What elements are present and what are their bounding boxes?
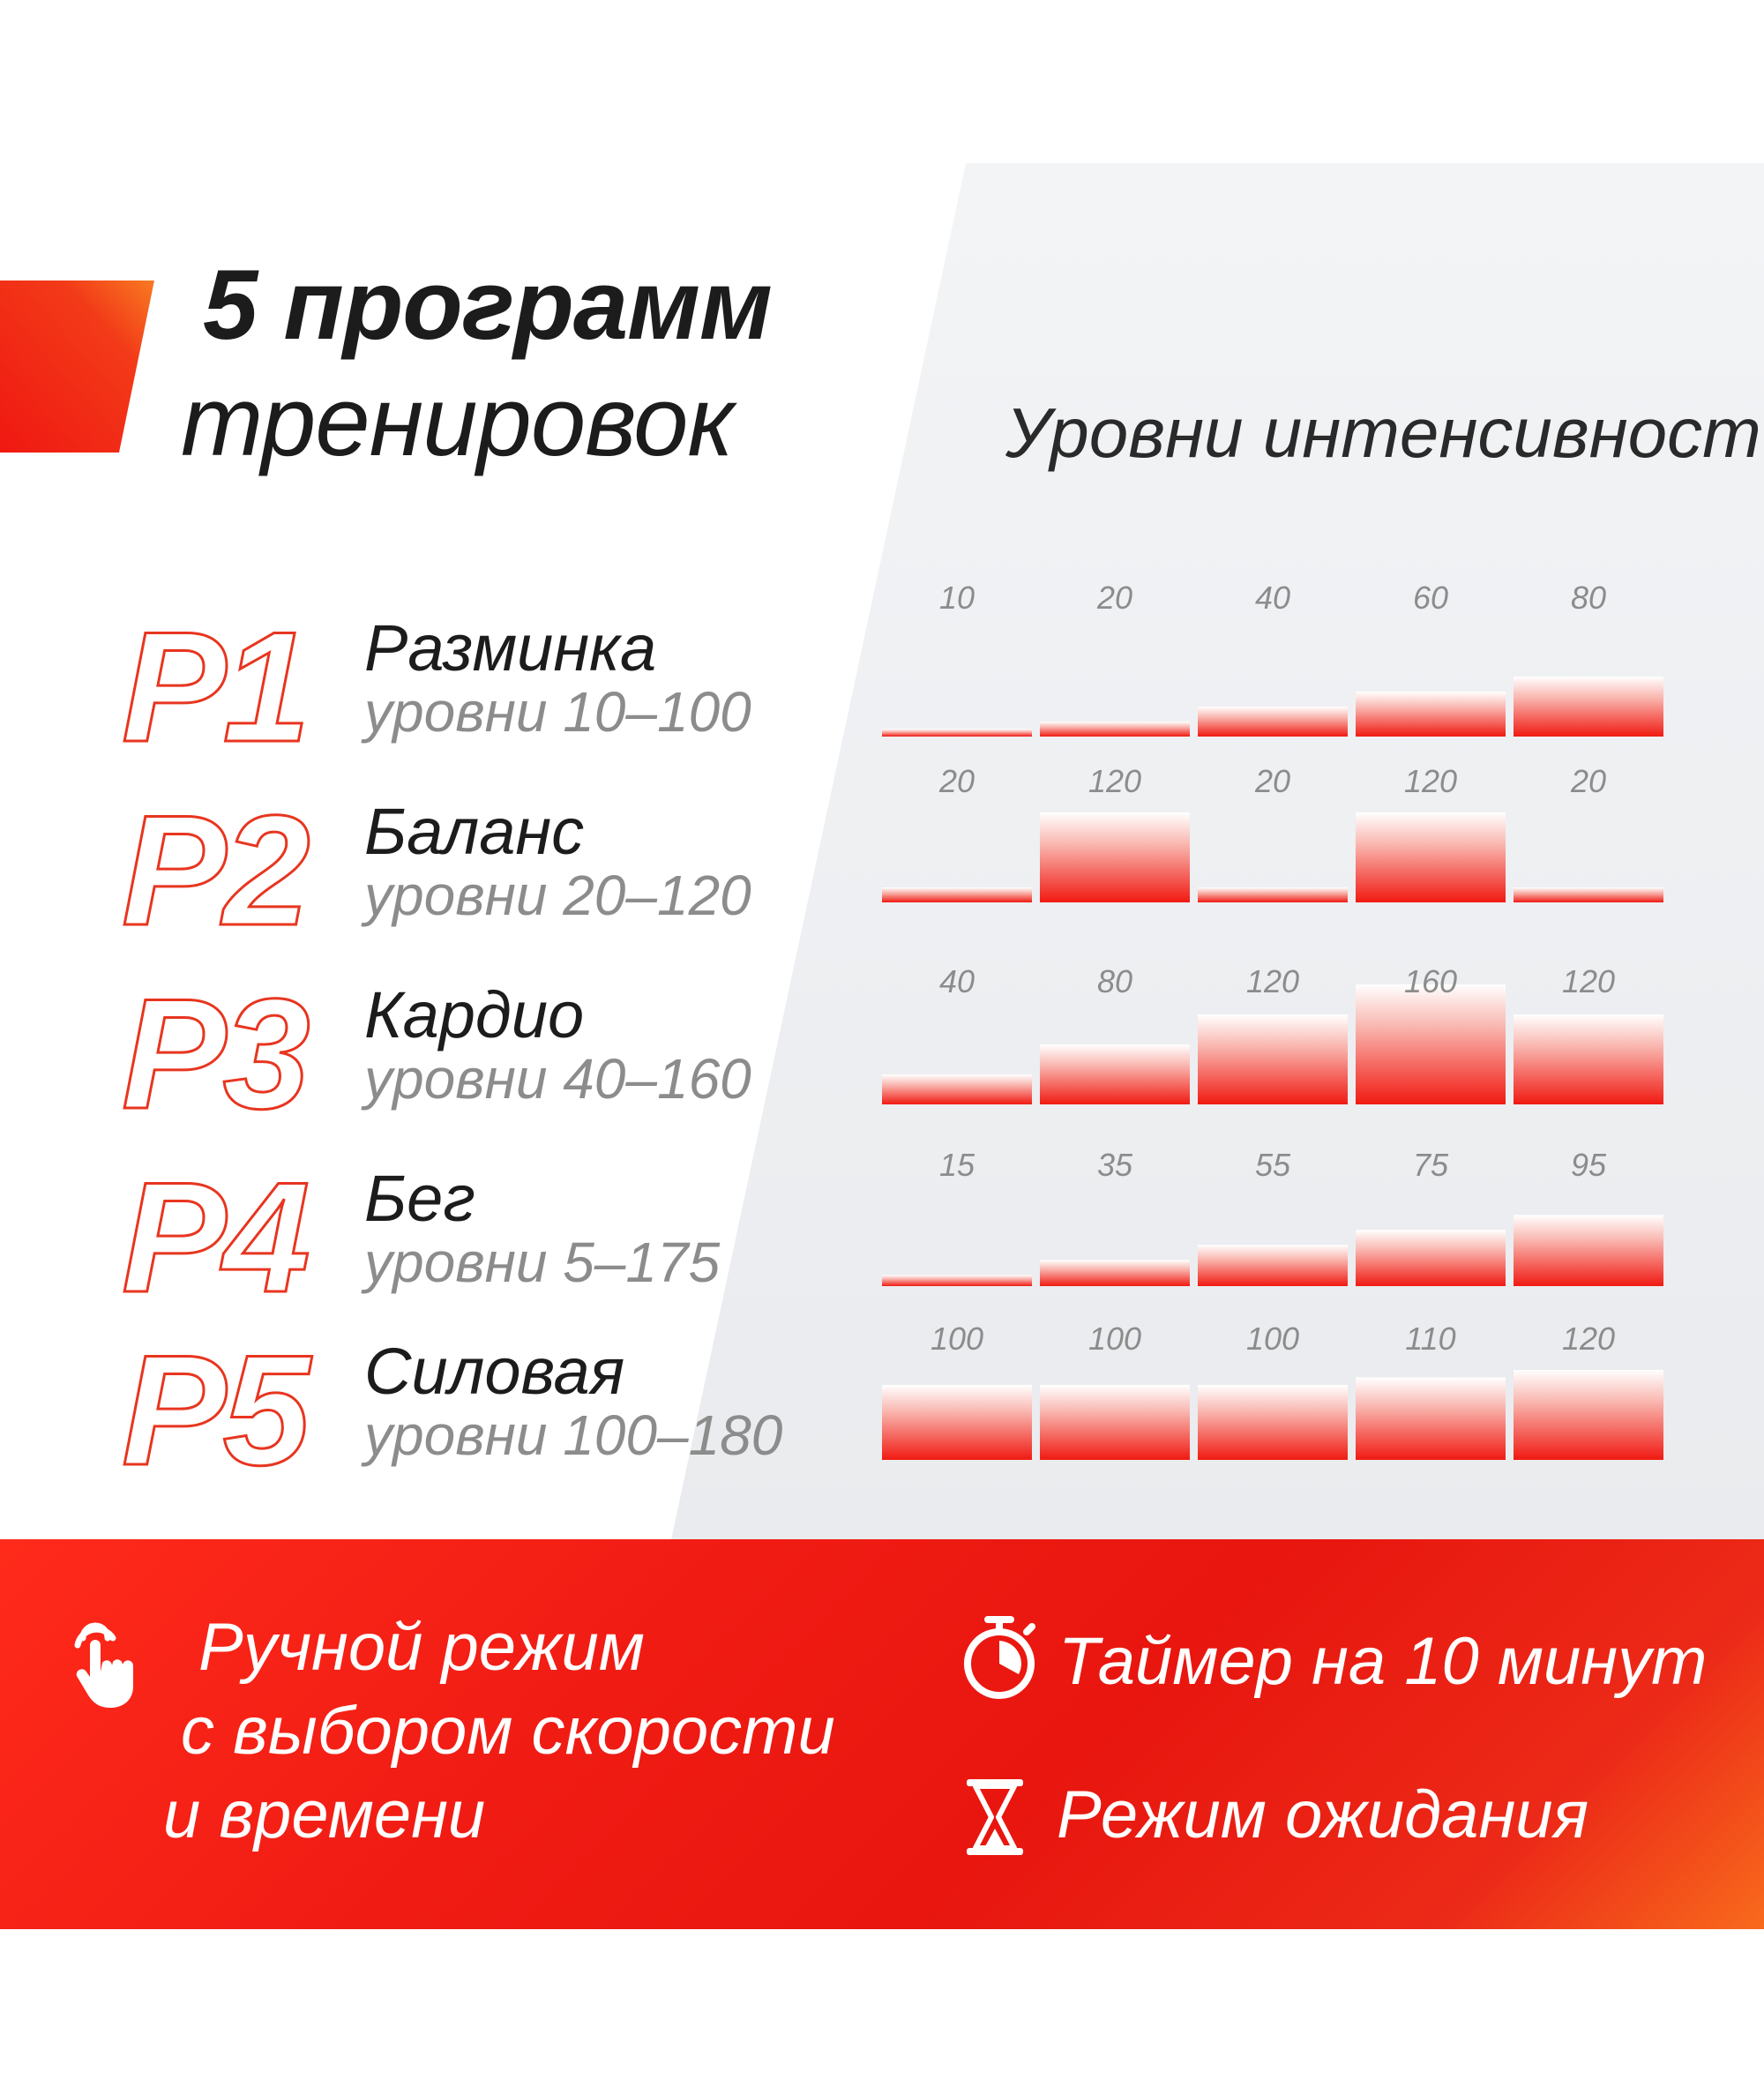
bar-label-p1-5: 80 <box>1571 580 1606 616</box>
bar-label-p3-4: 160 <box>1404 963 1457 999</box>
bar-label-p3-2: 80 <box>1097 963 1132 999</box>
program-levels: уровни 20–120 <box>364 864 751 927</box>
bar-label-p1-4: 60 <box>1413 580 1448 616</box>
program-p4: P4 Бег уровни 5–175 <box>121 1157 845 1317</box>
bar-label-p5-4: 110 <box>1405 1321 1455 1357</box>
bar-label-p4-3: 55 <box>1255 1147 1291 1183</box>
timer-feature: Таймер на 10 минут <box>1058 1624 1708 1699</box>
bar-label-p2-3: 20 <box>1254 763 1290 799</box>
program-levels: уровни 100–180 <box>364 1403 783 1467</box>
bar-label-p3-3: 120 <box>1246 963 1299 999</box>
bar-p4-2 <box>1040 1260 1190 1286</box>
bar-p1-1 <box>882 729 1032 737</box>
hand-pointer-icon <box>74 1622 133 1708</box>
standby-feature: Режим ожидания <box>1057 1777 1589 1852</box>
program-code: P2 <box>121 782 312 958</box>
bar-p5-1 <box>882 1385 1032 1460</box>
bar-p1-3 <box>1198 707 1348 737</box>
bar-label-p2-5: 20 <box>1570 763 1606 799</box>
bar-p5-3 <box>1198 1385 1348 1460</box>
bar-p3-1 <box>882 1074 1032 1104</box>
bar-label-p2-2: 120 <box>1088 763 1141 799</box>
bar-p1-2 <box>1040 722 1190 737</box>
bar-label-p1-3: 40 <box>1255 580 1290 616</box>
manual-mode-line-1: Ручной режим <box>198 1610 645 1685</box>
program-levels: уровни 10–100 <box>364 680 751 744</box>
bar-label-p1-1: 10 <box>939 580 975 616</box>
bar-p3-2 <box>1040 1044 1190 1104</box>
bar-p2-5 <box>1514 887 1663 902</box>
bar-p3-4 <box>1356 984 1506 1104</box>
bar-p1-5 <box>1514 677 1663 737</box>
manual-mode-line-2: с выбором скорости <box>181 1694 835 1769</box>
bar-label-p2-4: 120 <box>1404 763 1457 799</box>
bar-label-p5-5: 120 <box>1562 1321 1615 1357</box>
title-line-2: тренировок <box>181 366 734 477</box>
hourglass-icon <box>967 1779 1023 1855</box>
manual-mode-line-3: и времени <box>163 1777 486 1852</box>
bar-p1-4 <box>1356 692 1506 737</box>
program-name: Баланс <box>364 795 585 868</box>
title-line-1: 5 программ <box>203 250 773 360</box>
program-code: P1 <box>121 599 312 774</box>
chart-title: Уровни интенсивности <box>1005 393 1764 472</box>
bar-p3-3 <box>1198 1014 1348 1104</box>
page-title: 5 программ тренировок <box>181 247 773 480</box>
program-name: Кардио <box>364 978 585 1051</box>
program-levels: уровни 40–160 <box>364 1047 751 1111</box>
bar-p2-3 <box>1198 887 1348 902</box>
bar-label-p5-2: 100 <box>1088 1321 1141 1357</box>
program-code: P3 <box>121 966 312 1141</box>
bar-label-p4-4: 75 <box>1413 1147 1449 1183</box>
bar-label-p5-1: 100 <box>931 1321 983 1357</box>
program-p1: P1 Разминка уровни 10–100 <box>121 607 845 767</box>
bar-label-p4-1: 15 <box>939 1147 975 1183</box>
bar-p4-4 <box>1356 1230 1506 1286</box>
bar-p3-5 <box>1514 1014 1663 1104</box>
bar-label-p3-1: 40 <box>939 963 975 999</box>
bar-label-p4-2: 35 <box>1097 1147 1133 1183</box>
program-code: P4 <box>121 1149 312 1325</box>
bar-label-p2-1: 20 <box>938 763 975 799</box>
bar-p4-1 <box>882 1275 1032 1286</box>
program-name: Бег <box>364 1162 475 1235</box>
bar-label-p4-5: 95 <box>1571 1147 1607 1183</box>
program-code: P5 <box>121 1322 312 1498</box>
program-name: Разминка <box>364 611 657 685</box>
program-p3: P3 Кардио уровни 40–160 <box>121 974 845 1134</box>
bar-p5-4 <box>1356 1377 1506 1460</box>
bar-p5-5 <box>1514 1370 1663 1460</box>
bar-label-p3-5: 120 <box>1562 963 1615 999</box>
features-band <box>0 1539 1764 1929</box>
bar-p2-4 <box>1356 812 1506 902</box>
bar-p2-2 <box>1040 812 1190 902</box>
bar-p5-2 <box>1040 1385 1190 1460</box>
stopwatch-icon <box>964 1616 1035 1699</box>
accent-bar <box>0 281 154 453</box>
bar-p4-3 <box>1198 1245 1348 1286</box>
program-levels: уровни 5–175 <box>364 1231 721 1294</box>
program-p5: P5 Силовая уровни 100–180 <box>121 1330 845 1490</box>
bar-label-p5-3: 100 <box>1246 1321 1299 1357</box>
bar-p4-5 <box>1514 1215 1663 1286</box>
program-name: Силовая <box>364 1335 625 1408</box>
bar-label-p1-2: 20 <box>1096 580 1132 616</box>
bar-p2-1 <box>882 887 1032 902</box>
program-p2: P2 Баланс уровни 20–120 <box>121 790 845 950</box>
